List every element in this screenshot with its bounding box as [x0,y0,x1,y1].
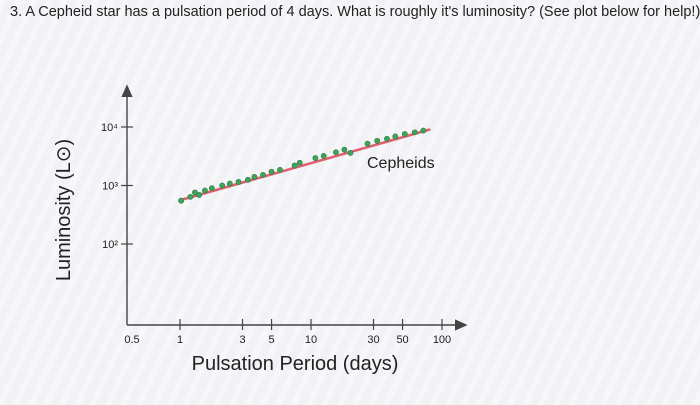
data-point-4 [202,187,208,194]
x-tick-label-6: 50 [396,334,408,346]
data-point-24 [392,133,399,140]
data-point-13 [277,166,283,173]
data-point-20 [347,150,354,156]
question-text: 3. A Cepheid star has a pulsation period… [10,4,700,20]
data-point-12 [268,168,275,175]
x-tick-label-0: 0.5 [124,334,139,346]
data-point-0 [178,197,185,204]
data-point-9 [245,176,251,183]
data-point-3 [196,192,203,198]
y-axis-title: Luminosity (L⊙) [53,139,75,281]
data-point-17 [320,153,327,159]
data-point-19 [341,146,348,153]
data-point-16 [312,155,319,161]
data-point-10 [251,174,258,180]
x-tick-label-5: 30 [367,334,379,346]
data-point-1 [187,193,194,200]
data-point-14 [291,162,298,169]
data-point-25 [401,131,408,137]
y-tick-label-2: 10⁴ [101,122,118,134]
series-label-cepheids: Cepheids [367,155,435,172]
axes-layer [121,84,468,331]
data-point-21 [364,140,371,147]
ticks-layer: 0.5 1 3 5 10 30 50 100 10² 10³ 10⁴ [101,122,451,346]
x-tick-label-1: 1 [177,334,183,346]
x-tick-label-4: 10 [305,334,317,346]
data-point-26 [411,129,418,136]
data-point-15 [296,159,303,166]
data-point-27 [420,127,427,134]
data-point-11 [260,171,266,178]
x-tick-label-2: 3 [239,334,245,346]
points-layer [178,127,427,204]
y-tick-label-0: 10² [102,239,118,251]
data-point-23 [384,135,390,142]
data-point-8 [235,179,242,185]
data-point-2 [192,189,198,196]
x-tick-label-7: 100 [433,334,451,346]
data-point-7 [226,180,233,187]
data-point-5 [208,185,215,192]
y-tick-label-1: 10³ [102,181,118,193]
data-point-18 [333,149,339,156]
data-point-22 [374,137,381,144]
data-point-6 [219,182,226,189]
x-axis-title: Pulsation Period (days) [192,353,399,375]
x-tick-label-3: 5 [269,334,275,346]
